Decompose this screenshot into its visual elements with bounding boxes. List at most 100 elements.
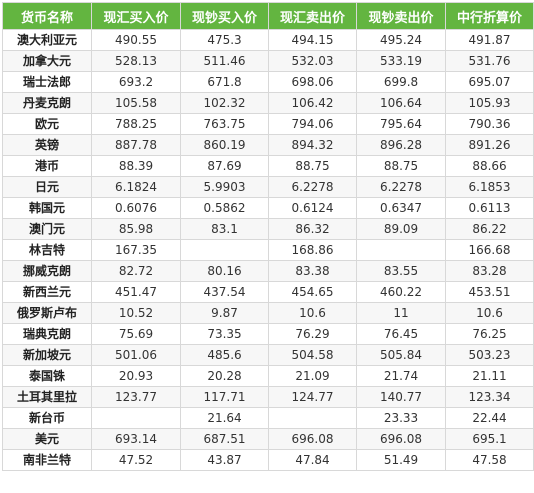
currency-name-cell: 欧元: [2, 113, 92, 135]
cash-buy-cell: 0.5862: [180, 197, 269, 219]
table-row: 瑞士法郎 693.2 671.8 698.06 699.8 695.07: [2, 71, 534, 93]
header-boc-conversion: 中行折算价: [445, 2, 534, 30]
currency-name-cell: 林吉特: [2, 239, 92, 261]
boc-conversion-cell: 10.6: [445, 302, 534, 324]
cash-buy-cell: 21.64: [180, 407, 269, 429]
currency-name-cell: 日元: [2, 176, 92, 198]
cash-sell-cell: 699.8: [356, 71, 446, 93]
cash-buy-cell: 687.51: [180, 428, 269, 450]
cash-sell-cell: 76.45: [356, 323, 446, 345]
spot-sell-cell: 0.6124: [268, 197, 357, 219]
boc-conversion-cell: 531.76: [445, 50, 534, 72]
boc-conversion-cell: 47.58: [445, 449, 534, 471]
spot-sell-cell: 47.84: [268, 449, 357, 471]
spot-sell-cell: 532.03: [268, 50, 357, 72]
boc-conversion-cell: 695.1: [445, 428, 534, 450]
table-row: 土耳其里拉 123.77 117.71 124.77 140.77 123.34: [2, 386, 534, 408]
cash-buy-cell: 20.28: [180, 365, 269, 387]
cash-sell-cell: 83.55: [356, 260, 446, 282]
cash-buy-cell: [180, 239, 269, 261]
boc-conversion-cell: 503.23: [445, 344, 534, 366]
table-row: 加拿大元 528.13 511.46 532.03 533.19 531.76: [2, 50, 534, 72]
cash-buy-cell: 5.9903: [180, 176, 269, 198]
table-row: 港币 88.39 87.69 88.75 88.75 88.66: [2, 155, 534, 177]
spot-buy-cell: 451.47: [91, 281, 181, 303]
header-cash-buy: 现钞买入价: [180, 2, 269, 30]
spot-sell-cell: 124.77: [268, 386, 357, 408]
boc-conversion-cell: 21.11: [445, 365, 534, 387]
cash-sell-cell: 6.2278: [356, 176, 446, 198]
spot-sell-cell: 494.15: [268, 29, 357, 51]
header-currency-name: 货币名称: [2, 2, 92, 30]
table-row: 英镑 887.78 860.19 894.32 896.28 891.26: [2, 134, 534, 156]
spot-buy-cell: 693.2: [91, 71, 181, 93]
spot-buy-cell: 105.58: [91, 92, 181, 114]
exchange-rate-table: 货币名称 现汇买入价 现钞买入价 现汇卖出价 现钞卖出价 中行折算价 澳大利亚元…: [2, 2, 534, 471]
spot-buy-cell: 501.06: [91, 344, 181, 366]
currency-name-cell: 土耳其里拉: [2, 386, 92, 408]
currency-name-cell: 英镑: [2, 134, 92, 156]
cash-sell-cell: 696.08: [356, 428, 446, 450]
spot-sell-cell: 794.06: [268, 113, 357, 135]
cash-sell-cell: 11: [356, 302, 446, 324]
header-cash-sell: 现钞卖出价: [356, 2, 446, 30]
spot-buy-cell: 693.14: [91, 428, 181, 450]
table-row: 美元 693.14 687.51 696.08 696.08 695.1: [2, 428, 534, 450]
cash-buy-cell: 83.1: [180, 218, 269, 240]
spot-buy-cell: 0.6076: [91, 197, 181, 219]
spot-sell-cell: 86.32: [268, 218, 357, 240]
cash-buy-cell: 485.6: [180, 344, 269, 366]
spot-sell-cell: 83.38: [268, 260, 357, 282]
spot-buy-cell: 10.52: [91, 302, 181, 324]
currency-name-cell: 俄罗斯卢布: [2, 302, 92, 324]
currency-name-cell: 港币: [2, 155, 92, 177]
table-row: 欧元 788.25 763.75 794.06 795.64 790.36: [2, 113, 534, 135]
boc-conversion-cell: 790.36: [445, 113, 534, 135]
spot-buy-cell: 85.98: [91, 218, 181, 240]
boc-conversion-cell: 6.1853: [445, 176, 534, 198]
spot-sell-cell: [268, 407, 357, 429]
currency-name-cell: 丹麦克朗: [2, 92, 92, 114]
currency-name-cell: 澳大利亚元: [2, 29, 92, 51]
spot-sell-cell: 76.29: [268, 323, 357, 345]
spot-sell-cell: 10.6: [268, 302, 357, 324]
currency-name-cell: 韩国元: [2, 197, 92, 219]
header-spot-sell: 现汇卖出价: [268, 2, 357, 30]
spot-sell-cell: 168.86: [268, 239, 357, 261]
currency-name-cell: 澳门元: [2, 218, 92, 240]
table-row: 林吉特 167.35 168.86 166.68: [2, 239, 534, 261]
table-row: 澳门元 85.98 83.1 86.32 89.09 86.22: [2, 218, 534, 240]
cash-buy-cell: 43.87: [180, 449, 269, 471]
boc-conversion-cell: 88.66: [445, 155, 534, 177]
boc-conversion-cell: 76.25: [445, 323, 534, 345]
spot-buy-cell: 490.55: [91, 29, 181, 51]
table-header: 货币名称 现汇买入价 现钞买入价 现汇卖出价 现钞卖出价 中行折算价: [2, 2, 534, 30]
currency-name-cell: 美元: [2, 428, 92, 450]
table-body: 澳大利亚元 490.55 475.3 494.15 495.24 491.87 加拿大元 52…: [2, 29, 534, 471]
cash-sell-cell: 495.24: [356, 29, 446, 51]
table-row: 澳大利亚元 490.55 475.3 494.15 495.24 491.87: [2, 29, 534, 51]
spot-sell-cell: 894.32: [268, 134, 357, 156]
boc-conversion-cell: 86.22: [445, 218, 534, 240]
spot-buy-cell: 47.52: [91, 449, 181, 471]
cash-buy-cell: 73.35: [180, 323, 269, 345]
table-row: 新加坡元 501.06 485.6 504.58 505.84 503.23: [2, 344, 534, 366]
cash-sell-cell: 89.09: [356, 218, 446, 240]
spot-buy-cell: 75.69: [91, 323, 181, 345]
table-row: 挪威克朗 82.72 80.16 83.38 83.55 83.28: [2, 260, 534, 282]
boc-conversion-cell: 491.87: [445, 29, 534, 51]
currency-name-cell: 新台币: [2, 407, 92, 429]
cash-buy-cell: 437.54: [180, 281, 269, 303]
currency-name-cell: 新加坡元: [2, 344, 92, 366]
table-row: 新台币 21.64 23.33 22.44: [2, 407, 534, 429]
cash-sell-cell: 88.75: [356, 155, 446, 177]
cash-sell-cell: 23.33: [356, 407, 446, 429]
spot-buy-cell: 528.13: [91, 50, 181, 72]
table-row: 新西兰元 451.47 437.54 454.65 460.22 453.51: [2, 281, 534, 303]
table-row: 南非兰特 47.52 43.87 47.84 51.49 47.58: [2, 449, 534, 471]
currency-name-cell: 新西兰元: [2, 281, 92, 303]
spot-buy-cell: 788.25: [91, 113, 181, 135]
cash-sell-cell: 21.74: [356, 365, 446, 387]
spot-buy-cell: 20.93: [91, 365, 181, 387]
boc-conversion-cell: 0.6113: [445, 197, 534, 219]
